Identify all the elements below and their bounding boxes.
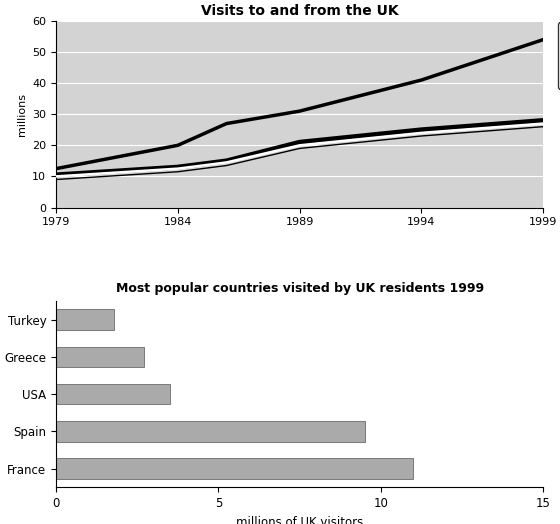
- Y-axis label: millions: millions: [17, 93, 26, 136]
- visits abroad by
UK residents: [223, 121, 230, 127]
- X-axis label: millions of UK visitors: millions of UK visitors: [236, 516, 363, 524]
- Line: visits abroad by
UK residents: visits abroad by UK residents: [56, 40, 543, 169]
- Legend: visits abroad by
UK residents, visits to the UK by
overseas residents: visits abroad by UK residents, visits to…: [558, 23, 560, 89]
- Bar: [56, 421, 365, 442]
- visits abroad by
UK residents: [53, 166, 59, 172]
- Bar: [56, 458, 413, 479]
- Title: Visits to and from the UK: Visits to and from the UK: [201, 4, 398, 18]
- Title: Most popular countries visited by UK residents 1999: Most popular countries visited by UK res…: [115, 282, 484, 296]
- visits abroad by
UK residents: [296, 108, 303, 114]
- Bar: [56, 309, 114, 330]
- visits abroad by
UK residents: [540, 37, 547, 43]
- Bar: [56, 346, 144, 367]
- visits abroad by
UK residents: [175, 142, 181, 148]
- Bar: [56, 384, 170, 405]
- visits abroad by
UK residents: [418, 77, 425, 83]
